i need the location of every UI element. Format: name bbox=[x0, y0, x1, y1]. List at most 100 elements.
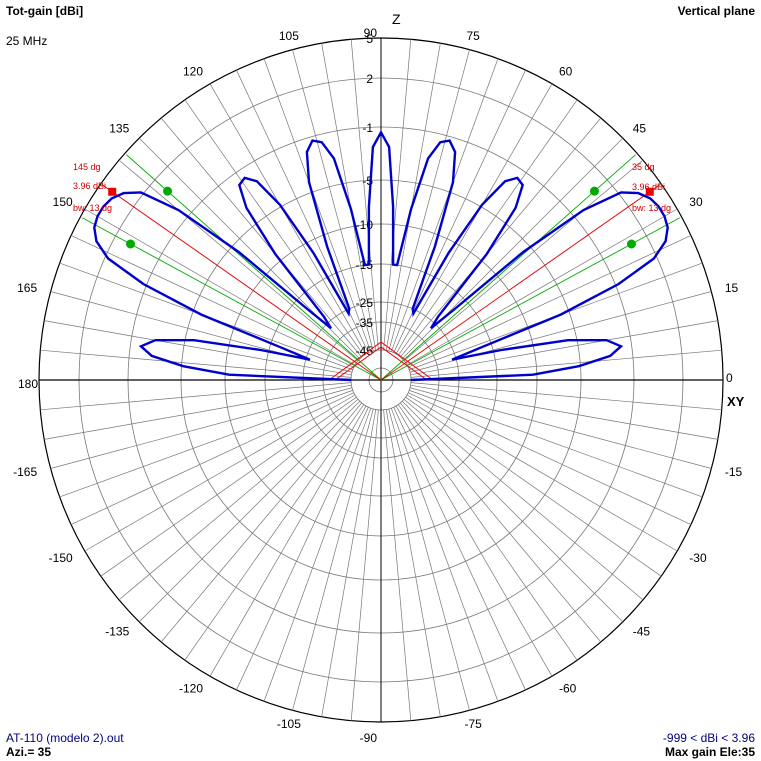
grid-spoke bbox=[400, 117, 602, 358]
grid-spoke bbox=[350, 409, 379, 721]
grid-spoke bbox=[209, 83, 367, 355]
grid-spoke bbox=[59, 389, 353, 498]
grid-spoke bbox=[383, 39, 412, 351]
right-beamwidth: bw: 13 dg bbox=[632, 203, 671, 213]
grid-spoke bbox=[209, 405, 367, 677]
grid-spoke bbox=[385, 409, 441, 717]
angle-label: -105 bbox=[277, 717, 301, 731]
grid-spoke bbox=[236, 69, 369, 353]
grid-spoke bbox=[390, 408, 499, 702]
ring-label: 5 bbox=[366, 32, 373, 46]
angle-label: 0 bbox=[726, 371, 733, 385]
angle-label: 150 bbox=[53, 195, 73, 209]
angle-label: -45 bbox=[633, 625, 651, 639]
grid-spokes bbox=[39, 38, 723, 722]
angle-label: -165 bbox=[13, 465, 37, 479]
angle-label: -30 bbox=[689, 551, 707, 565]
grid-spoke bbox=[40, 349, 352, 378]
grid-spoke bbox=[410, 349, 722, 378]
angle-label: -150 bbox=[49, 551, 73, 565]
grid-spoke bbox=[395, 83, 553, 355]
grid-spoke bbox=[40, 382, 352, 411]
angle-label: 15 bbox=[725, 281, 739, 295]
grid-spoke bbox=[84, 394, 356, 552]
angle-label: 165 bbox=[17, 281, 37, 295]
grid-spoke bbox=[236, 407, 369, 691]
grid-spoke bbox=[403, 159, 644, 361]
ring-label: -5 bbox=[362, 174, 373, 188]
angle-label: 30 bbox=[689, 195, 703, 209]
grid-spoke bbox=[393, 407, 526, 691]
angle-label: 75 bbox=[466, 29, 480, 43]
grid-spoke bbox=[401, 400, 624, 623]
ring-label: -1 bbox=[362, 121, 373, 135]
grid-spoke bbox=[397, 99, 578, 356]
grid-spoke bbox=[321, 43, 377, 351]
angle-label: 45 bbox=[633, 121, 647, 135]
axis-label-xy: XY bbox=[727, 394, 745, 409]
grid-spoke bbox=[263, 58, 372, 352]
grid-spoke bbox=[383, 409, 412, 721]
max-gain-marker bbox=[645, 187, 654, 196]
max-gain-line bbox=[102, 184, 382, 381]
grid-spoke bbox=[408, 392, 692, 525]
grid-spoke bbox=[410, 320, 718, 376]
grid-spoke bbox=[70, 235, 354, 368]
grid-spoke bbox=[292, 49, 374, 352]
grid-spoke bbox=[44, 320, 352, 376]
angle-label: -60 bbox=[559, 681, 577, 695]
grid-spoke bbox=[50, 387, 353, 469]
axis-label-z: Z bbox=[392, 11, 401, 27]
angle-label: 90 bbox=[364, 26, 378, 40]
angle-label: 180 bbox=[18, 377, 38, 391]
grid-spoke bbox=[184, 99, 365, 356]
grid-spoke bbox=[400, 402, 602, 643]
max-gain-label: Max gain Ele:35 bbox=[664, 745, 755, 759]
angle-label: 105 bbox=[279, 29, 299, 43]
left-beamwidth: bw: 13 dg bbox=[73, 203, 112, 213]
right-max-angle: 35 dg bbox=[632, 162, 655, 172]
ring-label: 2 bbox=[366, 72, 373, 86]
grid-spoke bbox=[138, 400, 361, 623]
grid-spoke bbox=[160, 402, 362, 643]
chart-title: Tot-gain [dBi] bbox=[6, 4, 84, 18]
grid-spoke bbox=[395, 405, 553, 677]
frequency-label: 25 MHz bbox=[6, 34, 48, 48]
angle-label: 135 bbox=[109, 121, 129, 135]
angle-labels: 0 15 30 45 60 75 90 105 120 135 150 165 180 -165 -150 -… bbox=[13, 11, 745, 745]
angle-label: 120 bbox=[183, 65, 203, 79]
angle-label: -75 bbox=[464, 717, 482, 731]
max-gain-marker bbox=[108, 187, 117, 196]
grid-spoke bbox=[44, 384, 352, 440]
grid-spoke bbox=[409, 387, 712, 469]
annotation-text: 35 dg 3.96 dBi bw: 13 dg 145 dg 3.96 dBi bw: … bbox=[73, 162, 671, 213]
grid-spoke bbox=[100, 396, 357, 577]
grid-spoke bbox=[70, 392, 354, 525]
grid-spoke bbox=[350, 39, 379, 351]
left-max-gain: 3.96 dBi bbox=[73, 181, 106, 191]
grid-spoke bbox=[410, 384, 718, 440]
angle-label: -15 bbox=[725, 465, 743, 479]
grid-spoke bbox=[118, 399, 359, 601]
grid-spoke bbox=[403, 399, 644, 601]
grid-spoke bbox=[409, 389, 703, 498]
angle-label: -135 bbox=[105, 625, 129, 639]
center-chevron-inner bbox=[334, 346, 428, 381]
grid-spoke bbox=[406, 394, 678, 552]
grid-spoke bbox=[397, 404, 578, 661]
pattern-curve bbox=[93, 129, 669, 382]
angle-label: 60 bbox=[559, 65, 573, 79]
right-max-gain: 3.96 dBi bbox=[632, 182, 665, 192]
grid-spoke bbox=[390, 58, 499, 352]
left-max-angle: 145 dg bbox=[73, 162, 101, 172]
beamwidth-marker bbox=[163, 186, 173, 196]
grid-spoke bbox=[184, 404, 365, 661]
file-name: AT-110 (modelo 2).out bbox=[6, 731, 124, 745]
grid-spoke bbox=[118, 159, 359, 361]
grid-spoke bbox=[410, 382, 722, 411]
ring-label: -10 bbox=[356, 218, 374, 232]
azimuth-label: Azi.= 35 bbox=[6, 745, 52, 759]
grid-spoke bbox=[393, 69, 526, 353]
grid-spoke bbox=[385, 43, 441, 351]
